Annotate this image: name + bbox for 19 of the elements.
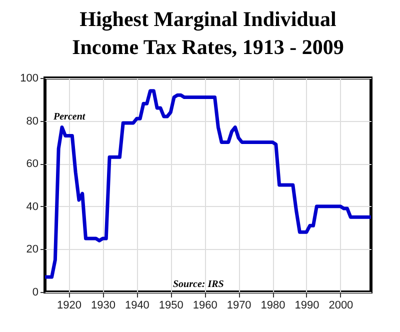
x-tick-label: 1950 [158, 300, 184, 312]
x-tick-label: 1930 [90, 300, 116, 312]
x-tick-label: 1970 [226, 300, 252, 312]
x-tick-label: 2000 [328, 300, 354, 312]
annotation: Source: IRS [173, 279, 224, 290]
y-tick-label: 0 [32, 286, 38, 298]
y-axis-title: Percent [54, 112, 86, 122]
chart-title: Highest Marginal Individual Income Tax Rates, 1913 - 2009 [72, 7, 344, 59]
x-tick-label: 1980 [260, 300, 286, 312]
line-series [45, 89, 371, 279]
x-tick-label: 1920 [57, 300, 82, 312]
x-tick-label: 1960 [192, 300, 218, 312]
y-tick-label: 100 [20, 72, 38, 84]
x-tick-label: 1990 [294, 300, 320, 312]
y-tick-label: 60 [26, 158, 38, 170]
y-tick-label: 80 [26, 115, 38, 128]
y-tick-label: 40 [26, 200, 38, 213]
x-tick-label: 1940 [124, 300, 150, 312]
y-tick-label: 20 [26, 244, 38, 256]
